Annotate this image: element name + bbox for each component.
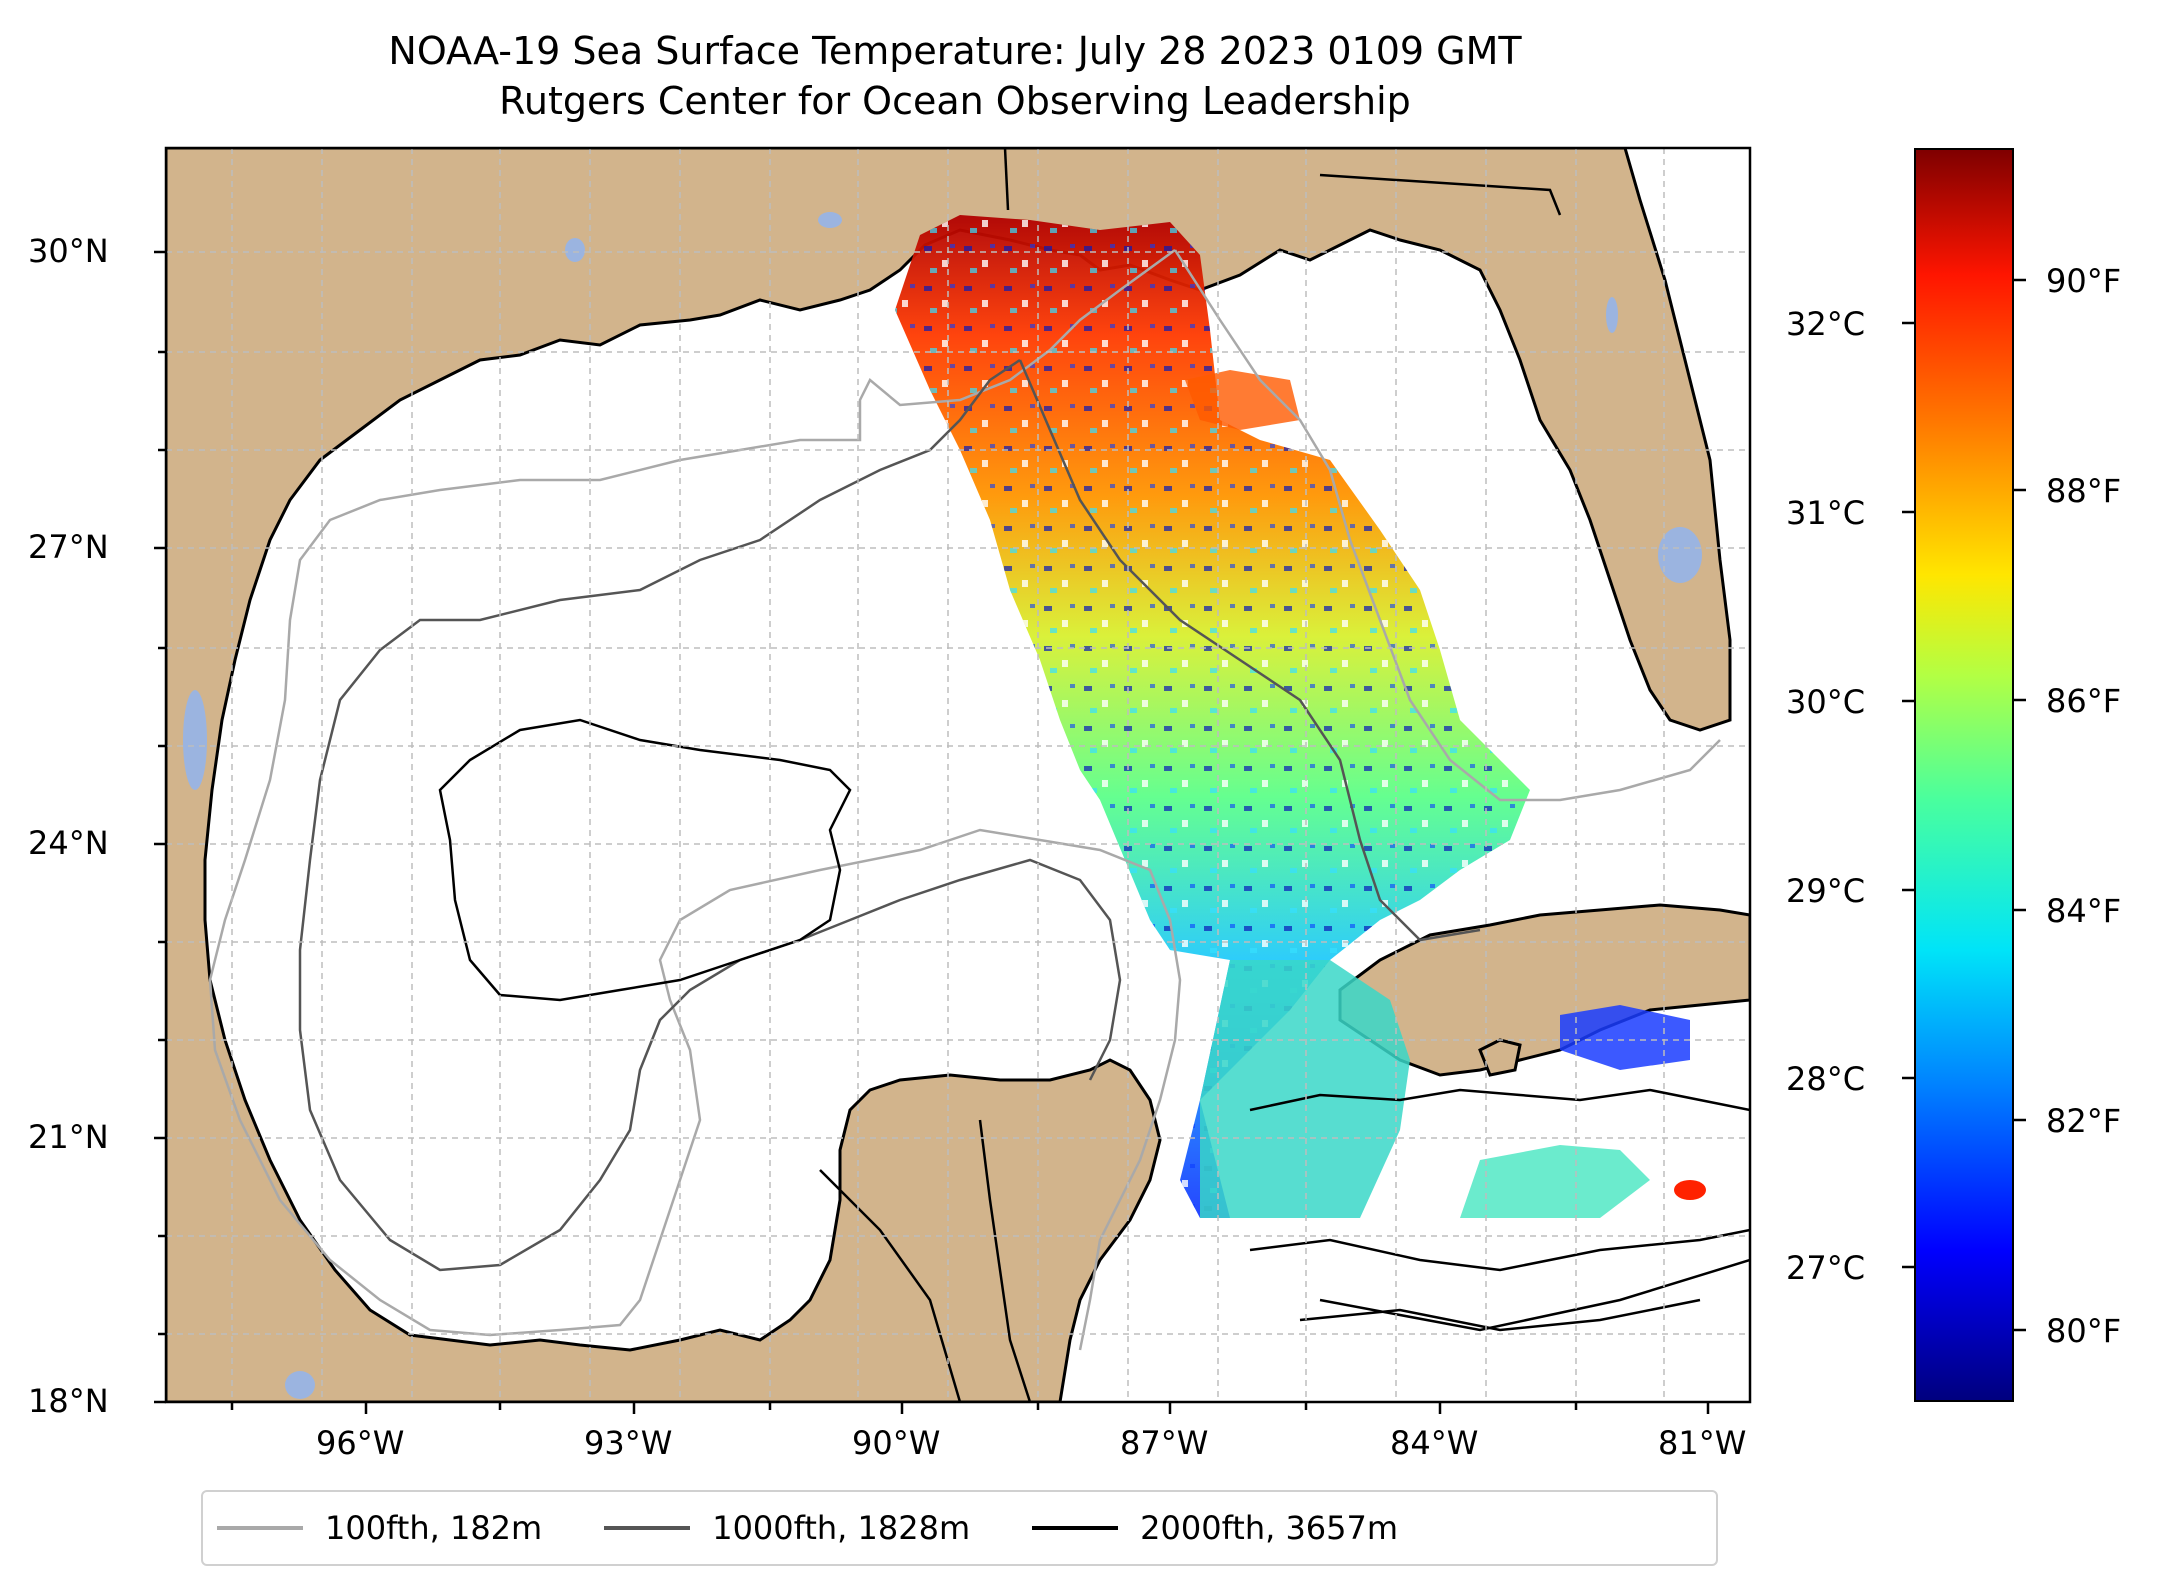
lon-label-84w: 84°W	[1390, 1424, 1479, 1462]
legend-label-1000fth: 1000fth, 1828m	[712, 1509, 971, 1547]
lat-label-21n: 21°N	[28, 1118, 109, 1156]
fahrenheit-label-82: 82°F	[2046, 1102, 2122, 1140]
isobath-legend: 100fth, 182m 1000fth, 1828m 2000fth, 365…	[201, 1490, 1718, 1566]
legend-item-2000fth: 2000fth, 3657m	[1032, 1509, 1398, 1547]
lat-label-18n: 18°N	[28, 1382, 109, 1420]
legend-line-2000fth	[1032, 1526, 1119, 1530]
celsius-tick-marks	[1902, 321, 1914, 1269]
legend-line-1000fth	[604, 1526, 691, 1530]
celsius-label-28: 28°C	[1786, 1060, 1866, 1098]
legend-label-100fth: 100fth, 182m	[325, 1509, 543, 1547]
colorbar	[1914, 148, 2014, 1402]
lon-label-90w: 90°W	[852, 1424, 941, 1462]
lat-label-30n: 30°N	[28, 232, 109, 270]
land-cuba	[1338, 903, 1750, 1077]
isobath-100fth	[208, 248, 1721, 1351]
celsius-label-27: 27°C	[1786, 1249, 1866, 1287]
fahrenheit-label-80: 80°F	[2046, 1312, 2122, 1350]
map-title: NOAA-19 Sea Surface Temperature: July 28…	[0, 26, 1910, 126]
fahrenheit-label-84: 84°F	[2046, 892, 2122, 930]
lakes	[183, 212, 1702, 1399]
fahrenheit-label-90: 90°F	[2046, 262, 2122, 300]
lat-label-27n: 27°N	[28, 528, 109, 566]
lat-label-24n: 24°N	[28, 824, 109, 862]
fahrenheit-label-86: 86°F	[2046, 682, 2122, 720]
sst-swath	[895, 215, 1706, 1218]
isobath-2000fth	[438, 718, 1750, 1332]
map-frame	[164, 146, 1752, 1404]
legend-item-1000fth: 1000fth, 1828m	[604, 1509, 970, 1547]
land-isla-juventud	[1478, 1038, 1522, 1077]
axis-ticks	[154, 250, 1710, 1414]
lon-label-93w: 93°W	[584, 1424, 673, 1462]
map-area	[166, 148, 1750, 1402]
legend-item-100fth: 100fth, 182m	[217, 1509, 542, 1547]
legend-label-2000fth: 2000fth, 3657m	[1140, 1509, 1399, 1547]
lon-label-87w: 87°W	[1120, 1424, 1209, 1462]
lon-label-81w: 81°W	[1658, 1424, 1747, 1462]
legend-line-100fth	[217, 1526, 303, 1530]
graticule	[166, 148, 1750, 1402]
isobath-1000fth	[298, 358, 1481, 1272]
celsius-label-30: 30°C	[1786, 683, 1866, 721]
celsius-label-31: 31°C	[1786, 494, 1866, 532]
lon-label-96w: 96°W	[316, 1424, 405, 1462]
celsius-label-32: 32°C	[1786, 305, 1866, 343]
title-line-2: Rutgers Center for Ocean Observing Leade…	[499, 79, 1411, 123]
fahrenheit-tick-marks	[2014, 278, 2026, 1332]
fahrenheit-label-88: 88°F	[2046, 472, 2122, 510]
title-line-1: NOAA-19 Sea Surface Temperature: July 28…	[388, 29, 1522, 73]
state-boundaries	[819, 148, 1750, 1402]
celsius-label-29: 29°C	[1786, 872, 1866, 910]
